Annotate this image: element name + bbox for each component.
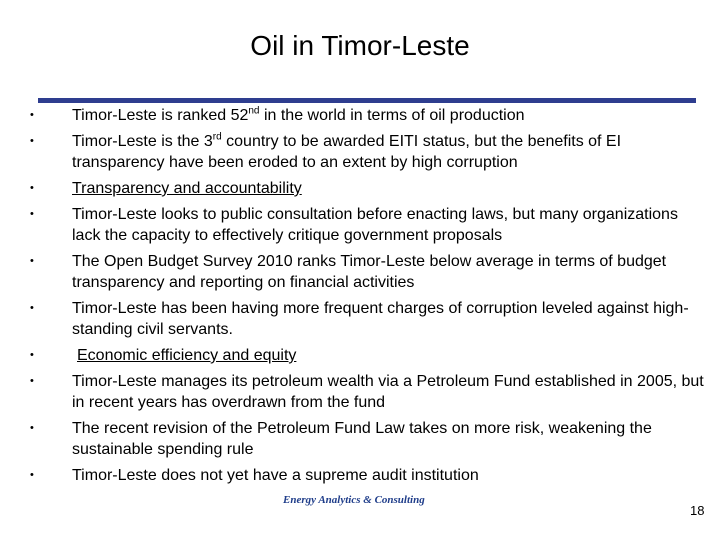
bullet-text: Timor-Leste looks to public consultation…	[72, 206, 678, 244]
bullet-icon: •	[30, 208, 34, 220]
list-item: • Timor-Leste has been having more frequ…	[26, 298, 706, 340]
bullet-icon: •	[30, 422, 34, 434]
list-item: • Timor-Leste looks to public consultati…	[26, 204, 706, 246]
list-item: • Transparency and accountability	[26, 178, 706, 199]
bullet-text: Timor-Leste manages its petroleum wealth…	[72, 373, 704, 411]
list-item: • Economic efficiency and equity	[26, 345, 706, 366]
slide-title: Oil in Timor-Leste	[250, 30, 470, 61]
bullet-list: • Timor-Leste is ranked 52nd in the worl…	[26, 105, 706, 491]
list-item: • Timor-Leste does not yet have a suprem…	[26, 465, 706, 486]
bullet-text: The recent revision of the Petroleum Fun…	[72, 420, 652, 458]
bullet-icon: •	[30, 302, 34, 314]
bullet-text: Timor-Leste is ranked 52nd in the world …	[72, 105, 525, 124]
bullet-text: Timor-Leste has been having more frequen…	[72, 300, 689, 338]
bullet-icon: •	[30, 182, 34, 194]
section-heading-economic: Economic efficiency and equity	[77, 347, 297, 364]
title-divider	[38, 98, 696, 103]
list-item: • Timor-Leste is ranked 52nd in the worl…	[26, 105, 706, 126]
bullet-icon: •	[30, 469, 34, 481]
footer-logo-text: Energy Analytics & Consulting	[283, 494, 425, 506]
bullet-text: The Open Budget Survey 2010 ranks Timor-…	[72, 253, 667, 291]
section-heading-transparency: Transparency and accountability	[72, 180, 302, 197]
bullet-text: Timor-Leste is the 3rd country to be awa…	[72, 131, 622, 171]
bullet-icon: •	[30, 109, 34, 121]
bullet-icon: •	[30, 255, 34, 267]
bullet-icon: •	[30, 349, 34, 361]
list-item: • The Open Budget Survey 2010 ranks Timo…	[26, 251, 706, 293]
bullet-icon: •	[30, 135, 34, 147]
list-item: • Timor-Leste manages its petroleum weal…	[26, 371, 706, 413]
list-item: • The recent revision of the Petroleum F…	[26, 418, 706, 460]
list-item: • Timor-Leste is the 3rd country to be a…	[26, 131, 706, 173]
page-number: 18	[690, 503, 705, 518]
bullet-text: Timor-Leste does not yet have a supreme …	[72, 467, 479, 484]
bullet-icon: •	[30, 375, 34, 387]
